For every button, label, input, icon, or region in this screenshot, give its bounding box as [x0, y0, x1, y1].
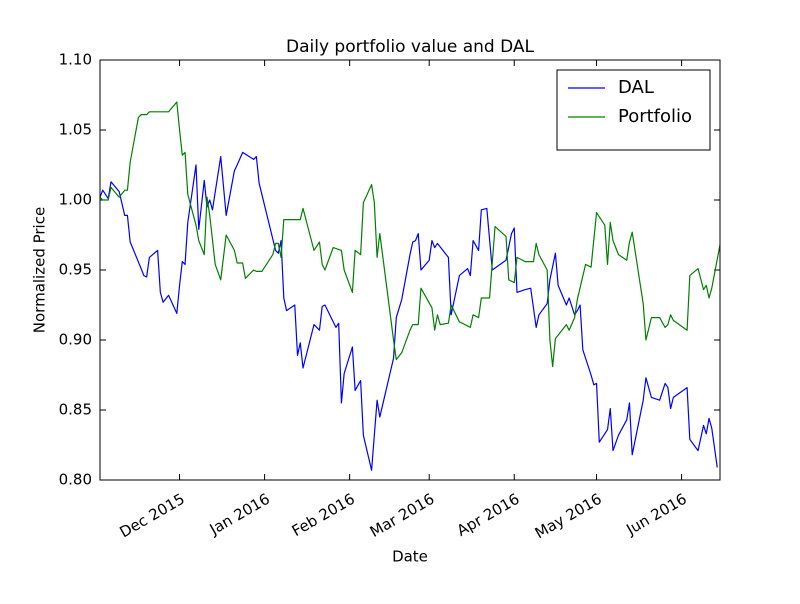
y-tick-label: 1.05	[59, 121, 92, 139]
y-tick-label: 0.95	[59, 261, 92, 279]
legend: DAL Portfolio	[556, 69, 711, 151]
legend-label: Portfolio	[618, 106, 692, 127]
y-axis-label: Normalized Price	[31, 207, 49, 333]
x-axis-label: Date	[392, 548, 428, 566]
y-tick-label: 0.90	[59, 331, 92, 349]
y-tick-label: 0.80	[59, 471, 92, 489]
y-tick-label: 0.85	[59, 401, 92, 419]
legend-box	[556, 69, 711, 151]
line-series	[99, 101, 721, 368]
y-tick-label: 1.00	[59, 191, 92, 209]
line-series	[99, 151, 718, 471]
plot-frame	[99, 59, 721, 481]
chart-title: Daily portfolio value and DAL	[286, 37, 535, 57]
legend-label: DAL	[618, 77, 654, 98]
y-tick-label: 1.10	[59, 51, 92, 69]
